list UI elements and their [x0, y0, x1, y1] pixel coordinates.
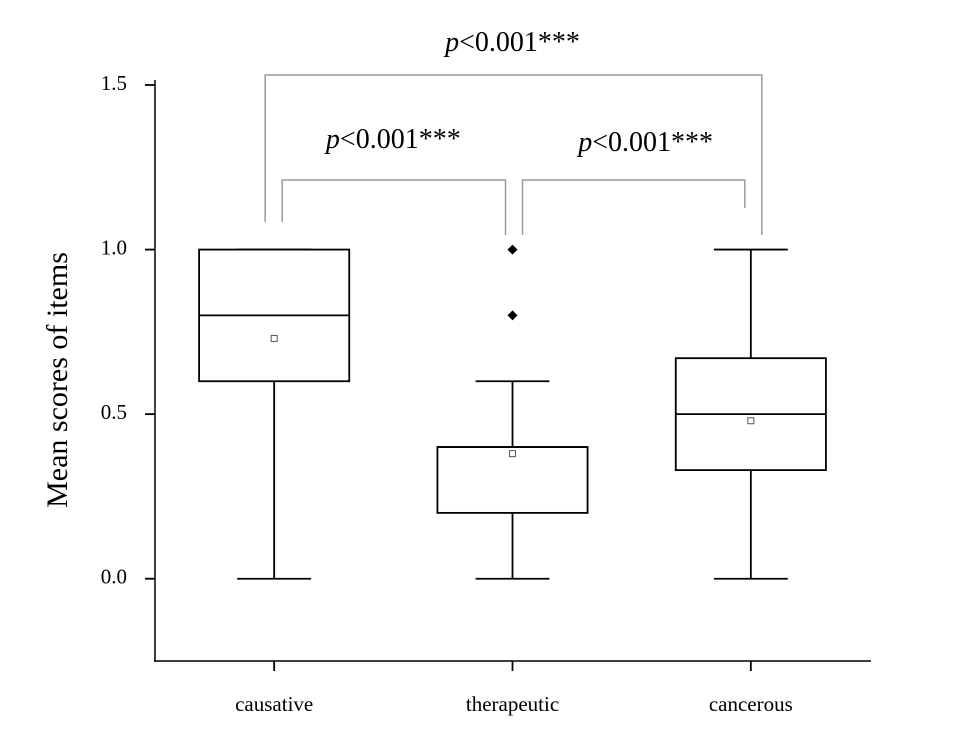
- x-tick-label: causative: [235, 692, 313, 716]
- mean-marker: [509, 450, 516, 458]
- y-axis-label: Mean scores of items: [41, 252, 74, 508]
- box: [436, 446, 589, 514]
- outlier: [507, 244, 518, 255]
- p-symbol: p: [324, 124, 340, 155]
- significance-label: p<0.001***: [576, 127, 713, 158]
- significance-bracket: [281, 179, 507, 235]
- p-value: <0.001***: [340, 124, 461, 155]
- significance-label: p<0.001***: [443, 27, 580, 58]
- y-tick-label: 0.0: [101, 565, 127, 589]
- significance-bracket: [521, 179, 746, 235]
- mean-marker: [270, 334, 278, 342]
- p-value: <0.001***: [592, 127, 713, 158]
- x-tick-label: cancerous: [709, 692, 793, 716]
- mean-marker: [747, 417, 755, 425]
- p-symbol: p: [576, 127, 592, 158]
- significance-label: p<0.001***: [324, 124, 461, 155]
- y-tick-label: 0.5: [101, 400, 127, 424]
- outlier: [507, 310, 518, 321]
- y-tick-label: 1.0: [101, 235, 127, 259]
- x-tick-label: therapeutic: [466, 692, 559, 716]
- y-tick-label: 1.5: [101, 71, 127, 95]
- p-symbol: p: [443, 27, 459, 58]
- p-value: <0.001***: [459, 27, 580, 58]
- significance-bracket: [264, 74, 763, 235]
